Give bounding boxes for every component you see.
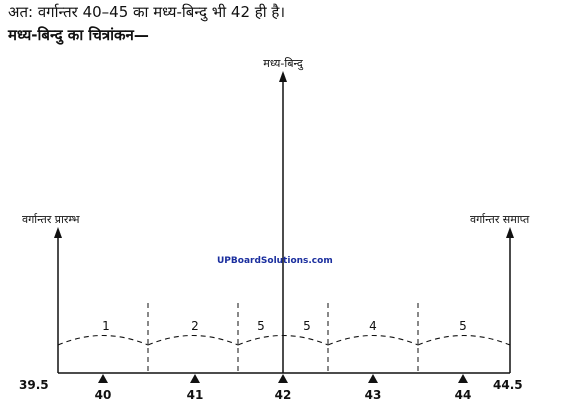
segment-value-6: 5 xyxy=(459,319,467,333)
conclusion-text: अत: वर्गान्तर 40–45 का मध्य-बिन्दु भी 42… xyxy=(8,3,286,21)
segment-value-5: 4 xyxy=(369,319,377,333)
tick-label-40: 40 xyxy=(95,388,112,402)
tick-label-43: 43 xyxy=(365,388,382,402)
label-start: वर्गान्तर प्रारम्भ xyxy=(22,213,80,226)
end-arrow xyxy=(506,227,514,373)
tick-label-41: 41 xyxy=(187,388,204,402)
label-end: वर्गान्तर समाप्त xyxy=(470,213,530,226)
tick-label-42: 42 xyxy=(275,388,292,402)
watermark: UPBoardSolutions.com xyxy=(217,256,333,266)
segment-arcs xyxy=(57,334,511,346)
segment-dividers xyxy=(147,303,419,373)
start-value: 39.5 xyxy=(19,378,49,392)
tick-label-44: 44 xyxy=(455,388,472,402)
tick-markers xyxy=(98,374,468,383)
segment-value-1: 1 xyxy=(102,319,110,333)
label-midpoint: मध्य-बिन्दु xyxy=(263,57,304,71)
end-value: 44.5 xyxy=(493,378,523,392)
section-heading: मध्य-बिन्दु का चित्रांकन— xyxy=(8,26,149,44)
segment-value-2: 2 xyxy=(191,319,199,333)
segment-value-3: 5 xyxy=(257,319,265,333)
midpoint-arrow xyxy=(279,71,287,373)
start-arrow xyxy=(54,227,62,373)
segment-value-4: 5 xyxy=(303,319,311,333)
